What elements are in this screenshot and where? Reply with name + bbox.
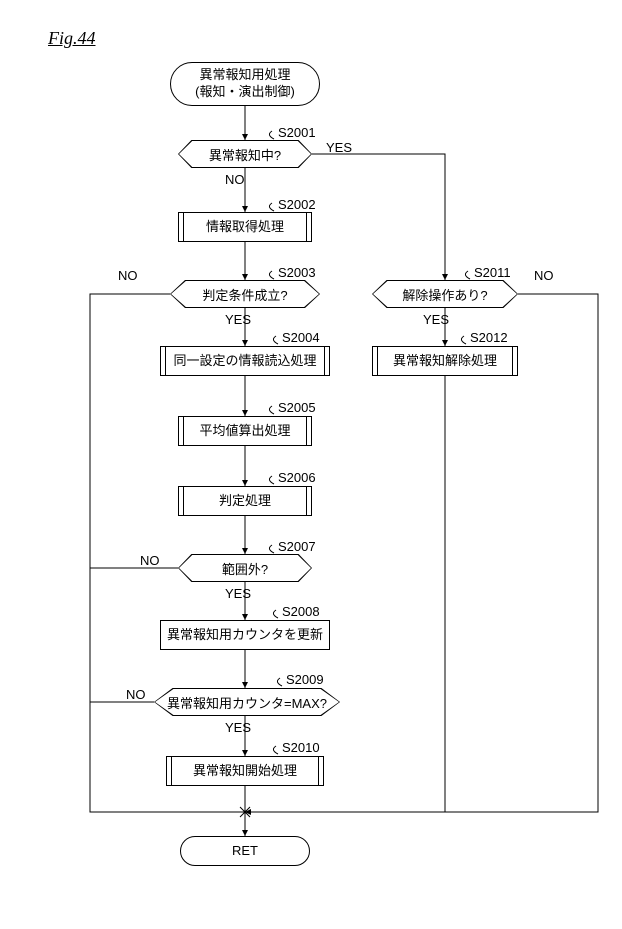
no-s2009: NO xyxy=(126,687,146,702)
no-s2011: NO xyxy=(534,268,554,283)
step-id-s2007: S2007 xyxy=(278,539,316,554)
step-id-s2005: S2005 xyxy=(278,400,316,415)
subprocess-s2002: 情報取得処理 xyxy=(178,212,312,242)
decision-s2001: 異常報知中? xyxy=(178,140,312,168)
subprocess-s2006: 判定処理 xyxy=(178,486,312,516)
step-id-s2004: S2004 xyxy=(282,330,320,345)
decision-s2011-label: 解除操作あり? xyxy=(373,281,517,307)
yes-s2011: YES xyxy=(423,312,449,327)
no-s2001: NO xyxy=(225,172,245,187)
decision-s2007: 範囲外? xyxy=(178,554,312,582)
step-id-s2008: S2008 xyxy=(282,604,320,619)
step-id-s2001: S2001 xyxy=(278,125,316,140)
no-s2003: NO xyxy=(118,268,138,283)
step-id-s2010: S2010 xyxy=(282,740,320,755)
decision-s2011: 解除操作あり? xyxy=(372,280,518,308)
flowchart-container: Fig.44 異常報知用処理 (報知・演出制御) 異常報知中? S2001 YE… xyxy=(0,0,622,929)
decision-s2003-label: 判定条件成立? xyxy=(171,281,319,307)
step-id-s2006: S2006 xyxy=(278,470,316,485)
decision-s2007-label: 範囲外? xyxy=(179,555,311,581)
no-s2007: NO xyxy=(140,553,160,568)
decision-s2009-label: 異常報知用カウンタ=MAX? xyxy=(155,689,339,715)
decision-s2009: 異常報知用カウンタ=MAX? xyxy=(154,688,340,716)
yes-s2007: YES xyxy=(225,586,251,601)
step-id-s2003: S2003 xyxy=(278,265,316,280)
figure-label: Fig.44 xyxy=(48,28,96,49)
terminator-ret: RET xyxy=(180,836,310,866)
step-id-s2009: S2009 xyxy=(286,672,324,687)
subprocess-s2010: 異常報知開始処理 xyxy=(166,756,324,786)
process-s2008: 異常報知用カウンタを更新 xyxy=(160,620,330,650)
yes-s2001: YES xyxy=(326,140,352,155)
yes-s2003: YES xyxy=(225,312,251,327)
subprocess-s2005: 平均値算出処理 xyxy=(178,416,312,446)
step-id-s2012: S2012 xyxy=(470,330,508,345)
step-id-s2011: S2011 xyxy=(474,265,511,280)
subprocess-s2004: 同一設定の情報読込処理 xyxy=(160,346,330,376)
decision-s2003: 判定条件成立? xyxy=(170,280,320,308)
subprocess-s2012: 異常報知解除処理 xyxy=(372,346,518,376)
terminator-start: 異常報知用処理 (報知・演出制御) xyxy=(170,62,320,106)
step-id-s2002: S2002 xyxy=(278,197,316,212)
decision-s2001-label: 異常報知中? xyxy=(179,141,311,167)
yes-s2009: YES xyxy=(225,720,251,735)
